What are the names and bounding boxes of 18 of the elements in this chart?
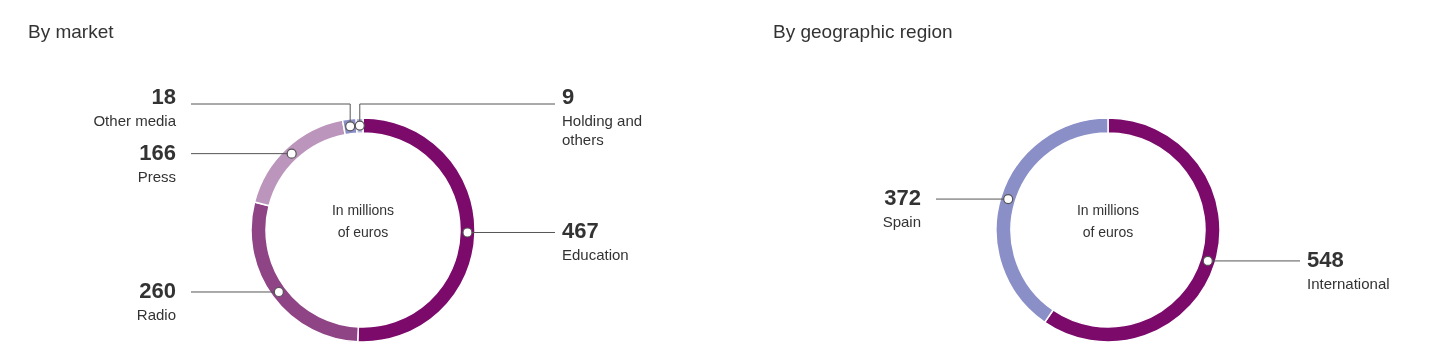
- data-label: 372: [884, 185, 921, 211]
- slice-label: International: [1307, 274, 1390, 292]
- text: In millions of euros: [331, 202, 395, 240]
- data-label: 467: [562, 218, 599, 244]
- slice-label: Press: [137, 167, 176, 185]
- data-label: 18: [151, 84, 176, 109]
- chart-title: By geographic region: [773, 21, 953, 42]
- text: In millions of euros: [1076, 202, 1140, 240]
- data-label: 260: [139, 278, 176, 303]
- slice-label: Other media: [93, 112, 177, 129]
- slice-label: Education: [562, 246, 629, 264]
- slice-label: Radio: [136, 306, 176, 323]
- data-label: 166: [139, 139, 176, 165]
- chart-title: By market: [28, 21, 115, 42]
- slice-label: Spain: [882, 213, 921, 231]
- data-label: 548: [1307, 246, 1344, 272]
- data-label: 9: [562, 84, 575, 109]
- slice-label: Holding and others: [562, 112, 643, 148]
